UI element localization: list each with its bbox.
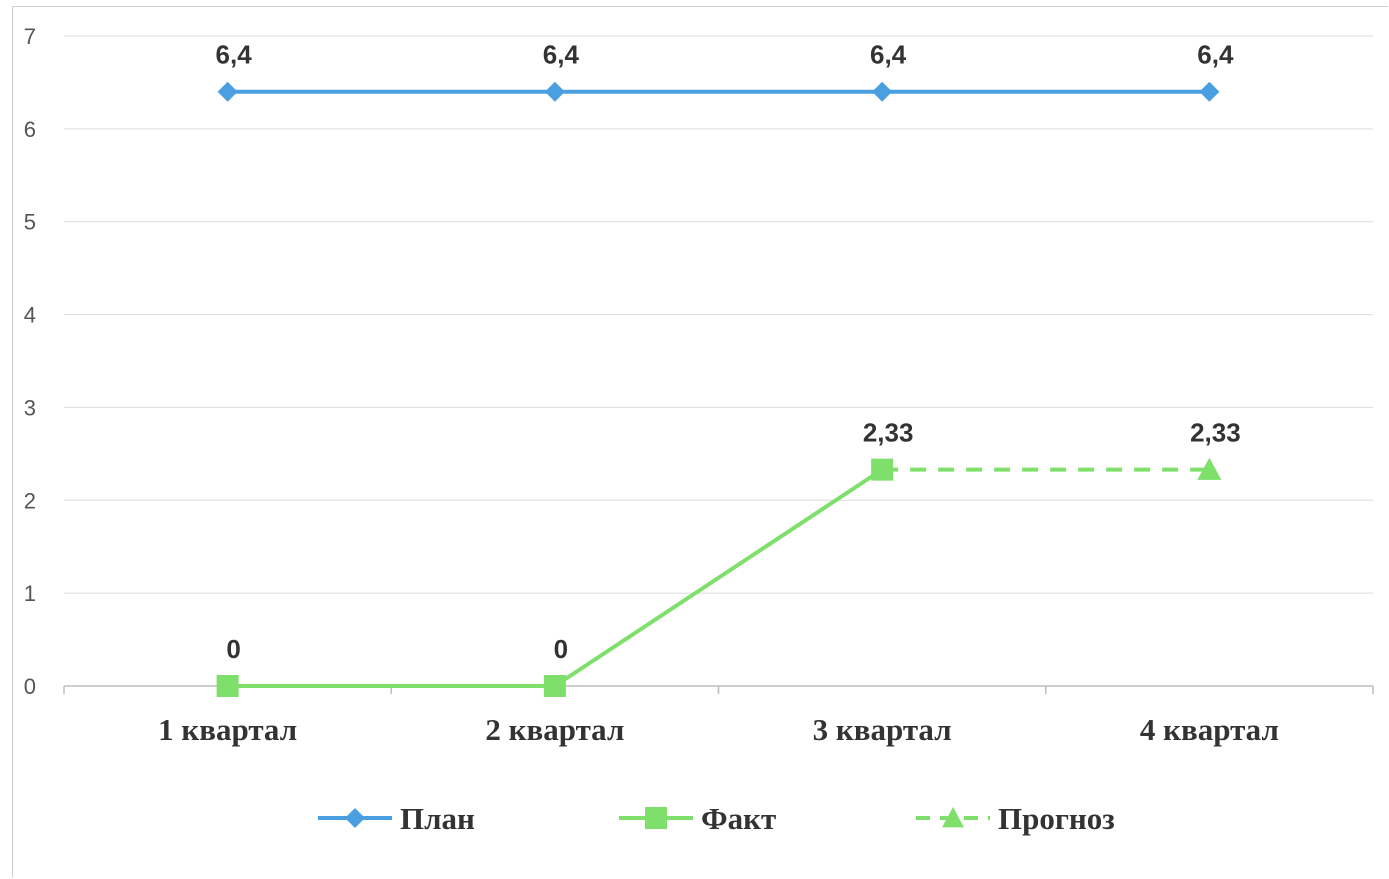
series-layer xyxy=(216,81,1222,697)
legend: План Факт Прогноз xyxy=(318,801,1115,836)
x-tick-label: 1 квартал xyxy=(158,712,297,747)
y-tick-label: 2 xyxy=(24,488,36,513)
y-tick-label: 7 xyxy=(24,24,36,49)
data-label: 2,33 xyxy=(863,418,914,448)
data-label: 6,4 xyxy=(216,40,253,70)
data-label: 0 xyxy=(554,634,568,664)
series-point xyxy=(1197,457,1222,480)
series-point xyxy=(543,675,566,697)
x-tick-label: 3 квартал xyxy=(813,712,952,747)
series-point xyxy=(1199,81,1220,102)
series-point xyxy=(872,81,893,102)
series-point xyxy=(544,81,565,102)
data-label: 2,33 xyxy=(1190,418,1241,448)
data-label: 0 xyxy=(226,634,240,664)
y-axis: 0 1 2 3 4 5 6 7 xyxy=(24,24,36,699)
x-tick-label: 4 квартал xyxy=(1140,712,1279,747)
data-labels: 6,4 6,4 6,4 6,4 0 0 2,33 2,33 xyxy=(216,40,1241,664)
data-label: 6,4 xyxy=(1197,40,1234,70)
legend-marker xyxy=(345,808,365,828)
data-label: 6,4 xyxy=(870,40,907,70)
y-tick-label: 1 xyxy=(24,581,36,606)
y-tick-label: 5 xyxy=(24,210,36,235)
y-tick-label: 3 xyxy=(24,395,36,420)
legend-marker xyxy=(645,807,667,829)
y-tick-label: 0 xyxy=(24,674,36,699)
legend-marker xyxy=(942,807,964,828)
legend-label: Факт xyxy=(701,801,776,836)
series-point xyxy=(217,81,238,102)
x-tick-label: 2 квартал xyxy=(485,712,624,747)
legend-label: План xyxy=(400,801,475,836)
chart-frame xyxy=(12,6,1388,878)
x-axis: 1 квартал 2 квартал 3 квартал 4 квартал xyxy=(63,685,1374,747)
series-point xyxy=(216,675,239,697)
gridlines xyxy=(64,35,1373,687)
y-tick-label: 4 xyxy=(24,303,36,328)
legend-label: Прогноз xyxy=(998,801,1115,836)
data-label: 6,4 xyxy=(543,40,580,70)
y-tick-label: 6 xyxy=(24,117,36,142)
